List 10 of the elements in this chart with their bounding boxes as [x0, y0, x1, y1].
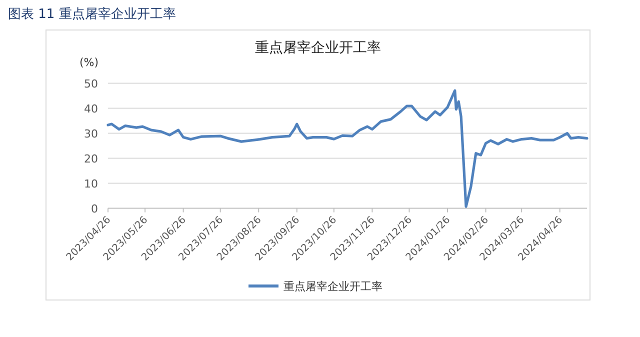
y-tick-label: 40	[84, 102, 98, 116]
y-tick-label: 30	[84, 127, 98, 140]
y-tick-label: 50	[84, 77, 98, 90]
legend-label: 重点屠宰企业开工率	[284, 280, 382, 293]
chart-subtitle: 重点屠宰企业开工率	[255, 40, 381, 56]
chart-title: 图表 11 重点屠宰企业开工率	[8, 6, 176, 22]
y-tick-label: 10	[84, 177, 98, 190]
y-axis-title: (%)	[79, 56, 99, 69]
y-tick-label: 20	[84, 152, 98, 166]
y-tick-label: 0	[91, 202, 98, 216]
